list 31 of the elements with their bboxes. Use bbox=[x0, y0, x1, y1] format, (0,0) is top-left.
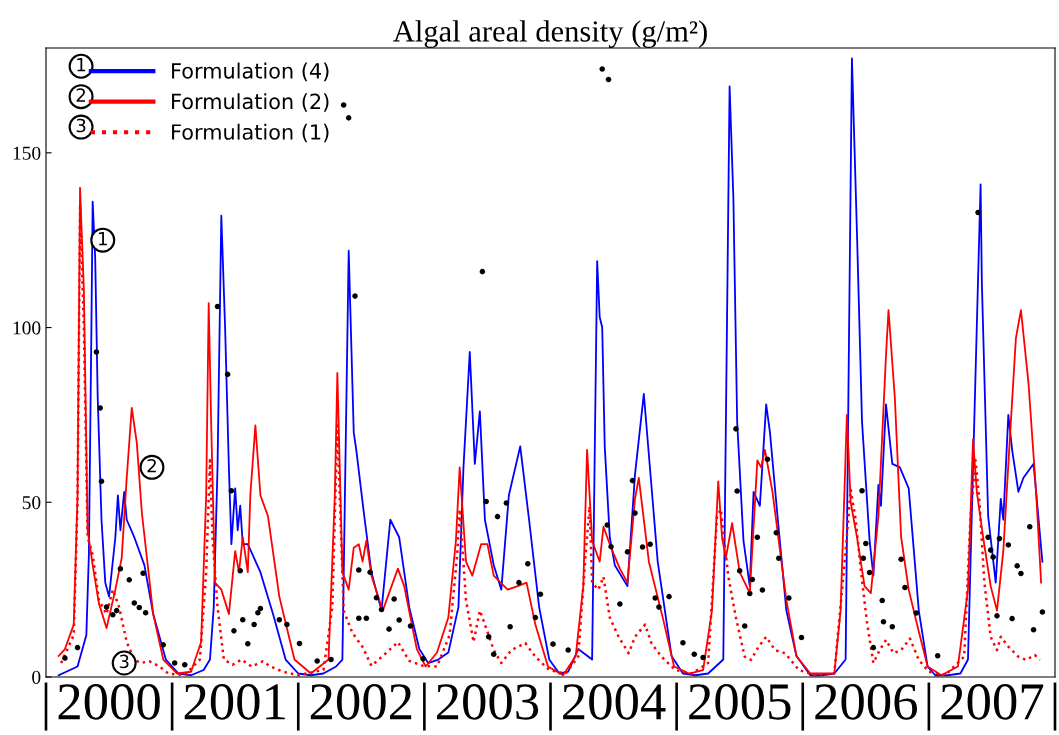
x-tick-label: 2005 bbox=[689, 684, 791, 720]
legend-label: Formulation (2) bbox=[172, 93, 329, 112]
annotation: 3 bbox=[76, 118, 86, 133]
x-tick-label: 2000 bbox=[58, 684, 160, 720]
y-tick-label: 100 bbox=[13, 321, 41, 335]
x-tick-label: 2007 bbox=[941, 684, 1044, 720]
x-tick-label: 2001 bbox=[184, 684, 285, 720]
x-tick-label: 2006 bbox=[815, 684, 918, 720]
x-tick-label: | bbox=[1053, 682, 1057, 731]
y-tick-label: 0 bbox=[32, 670, 41, 684]
annotation: 3 bbox=[119, 654, 129, 669]
x-tick-label: 2002 bbox=[310, 684, 412, 720]
x-tick-label: | bbox=[44, 682, 48, 731]
annotation: 2 bbox=[76, 88, 86, 102]
legend-label: Formulation (1) bbox=[172, 123, 329, 143]
annotation: 2 bbox=[147, 458, 156, 473]
x-tick-label: | bbox=[549, 682, 552, 731]
y-tick-label: 50 bbox=[22, 496, 41, 510]
x-tick-label: | bbox=[170, 682, 174, 731]
legend-label: Formulation (4) bbox=[172, 62, 329, 82]
annotation: 1 bbox=[99, 232, 107, 246]
chart-title: Algal areal density (g/m²) bbox=[393, 20, 707, 48]
y-tick-label: 150 bbox=[13, 146, 41, 160]
x-tick-label: | bbox=[801, 682, 805, 731]
x-tick-label: | bbox=[675, 682, 678, 731]
annotation: 1 bbox=[77, 58, 86, 72]
x-tick-label: | bbox=[927, 682, 931, 731]
x-tick-label: | bbox=[296, 682, 300, 731]
x-tick-label: 2004 bbox=[563, 684, 666, 720]
x-tick-label: | bbox=[423, 682, 426, 731]
x-tick-label: 2003 bbox=[436, 684, 539, 720]
